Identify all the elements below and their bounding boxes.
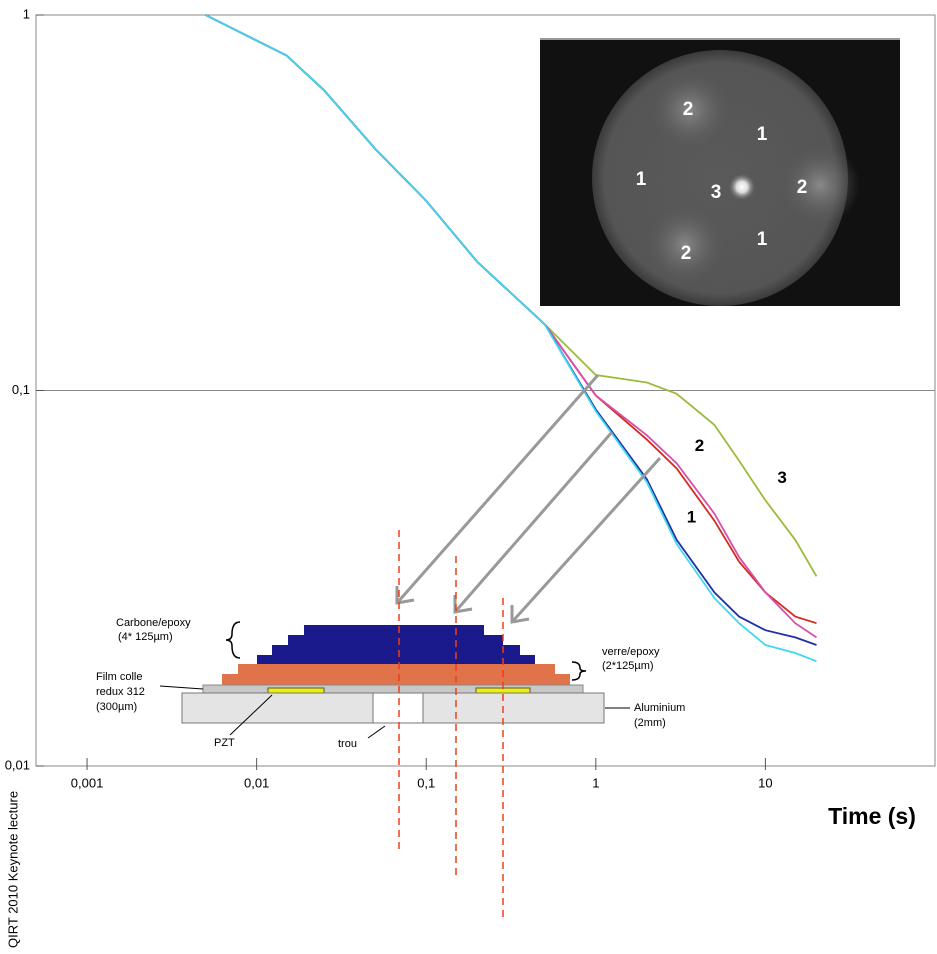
series-label: 1 [687, 507, 696, 526]
diagram-label: (2*125µm) [602, 660, 654, 672]
diagram-label: Aluminium [634, 702, 685, 714]
inset-label: 2 [681, 243, 692, 264]
inset-label: 3 [711, 182, 722, 203]
x-axis-label: Time (s) [828, 803, 916, 829]
diagram-label: (4* 125µm) [118, 631, 173, 643]
series-line [205, 14, 817, 663]
diagram-label: redux 312 [96, 686, 145, 698]
inset-label: 1 [636, 169, 647, 190]
diagram-label: trou [338, 738, 357, 750]
diagram-label: PZT [214, 737, 235, 749]
y-tick-label: 0,1 [12, 382, 30, 397]
series-label: 2 [695, 436, 704, 455]
arrows [395, 374, 662, 624]
x-tick-label: 10 [758, 775, 772, 790]
y-tick-label: 1 [23, 6, 30, 21]
footer: QIRT 2010 Keynote lecture [5, 791, 20, 948]
inset-label: 1 [757, 124, 768, 145]
x-tick-label: 0,1 [417, 775, 435, 790]
inset-label: 2 [683, 99, 694, 120]
layer-diagram: Carbone/epoxy (4* 125µm) verre/epoxy (2*… [96, 617, 685, 750]
inset-label: 1 [757, 229, 768, 250]
inset-photo: 2 1 1 3 2 2 1 [540, 38, 900, 306]
diagram-label: verre/epoxy [602, 646, 660, 658]
y-tick-label: 0,01 [5, 757, 30, 772]
diagram-label: (300µm) [96, 701, 137, 713]
dashed-lines [398, 530, 504, 918]
x-tick-label: 1 [592, 775, 599, 790]
diagram-label: Carbone/epoxy [116, 617, 191, 629]
diagram-label: Film colle [96, 671, 142, 683]
x-tick-label: 0,01 [244, 775, 269, 790]
inset-label: 2 [797, 177, 808, 198]
series-label: 3 [777, 468, 786, 487]
x-tick-label: 0,001 [71, 775, 104, 790]
diagram-label: (2mm) [634, 717, 666, 729]
